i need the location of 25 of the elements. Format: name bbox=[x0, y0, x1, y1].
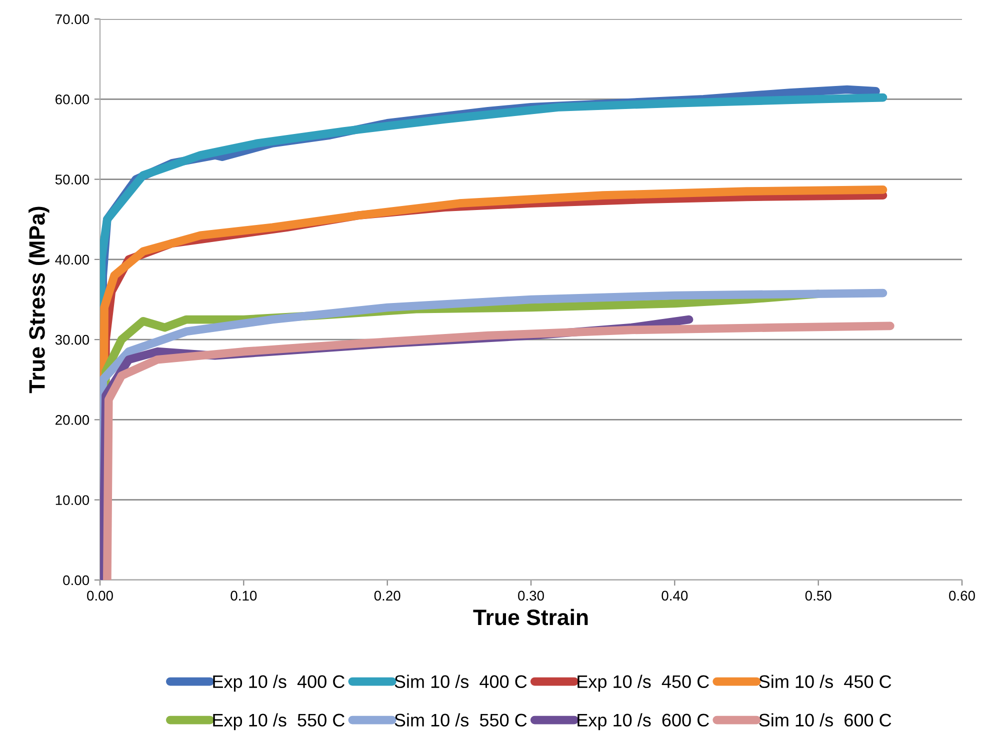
y-tick-label: 50.00 bbox=[55, 174, 90, 184]
x-tick-label: 0.40 bbox=[662, 590, 688, 601]
y-tick-label: 10.00 bbox=[56, 495, 90, 506]
legend-label: Exp 10 /s 400 C bbox=[213, 674, 344, 692]
x-tick-label: 0.50 bbox=[805, 590, 832, 601]
x-tick-label: 0.10 bbox=[230, 590, 257, 601]
y-tick-label: 60.00 bbox=[56, 94, 90, 104]
y-axis-title: True Stress (MPa) bbox=[28, 206, 50, 394]
legend-label: Sim 10 /s 450 C bbox=[759, 674, 892, 688]
y-tick-label: 30.00 bbox=[55, 334, 90, 345]
x-tick-label: 0.60 bbox=[949, 590, 975, 601]
y-tick-label: 70.00 bbox=[56, 14, 90, 24]
x-tick-label: 0.00 bbox=[87, 590, 113, 601]
x-tick-label: 0.20 bbox=[374, 590, 400, 601]
legend-label: Sim 10 /s 600 C bbox=[759, 713, 892, 727]
x-axis-title: True Strain bbox=[473, 608, 588, 626]
legend-label: Sim 10 /s 550 C bbox=[394, 713, 527, 727]
x-tick-label: 0.30 bbox=[518, 590, 544, 601]
legend-label: Exp 10 /s 550 C bbox=[213, 713, 344, 730]
legend-label: Exp 10 /s 450 C bbox=[578, 674, 709, 692]
y-tick-label: 40.00 bbox=[55, 254, 90, 265]
y-tick-label: 20.00 bbox=[56, 415, 90, 425]
legend-label: Exp 10 /s 600 C bbox=[578, 713, 709, 730]
y-tick-label: 0.00 bbox=[63, 575, 90, 586]
legend-label: Sim 10 /s 400 C bbox=[394, 674, 527, 688]
